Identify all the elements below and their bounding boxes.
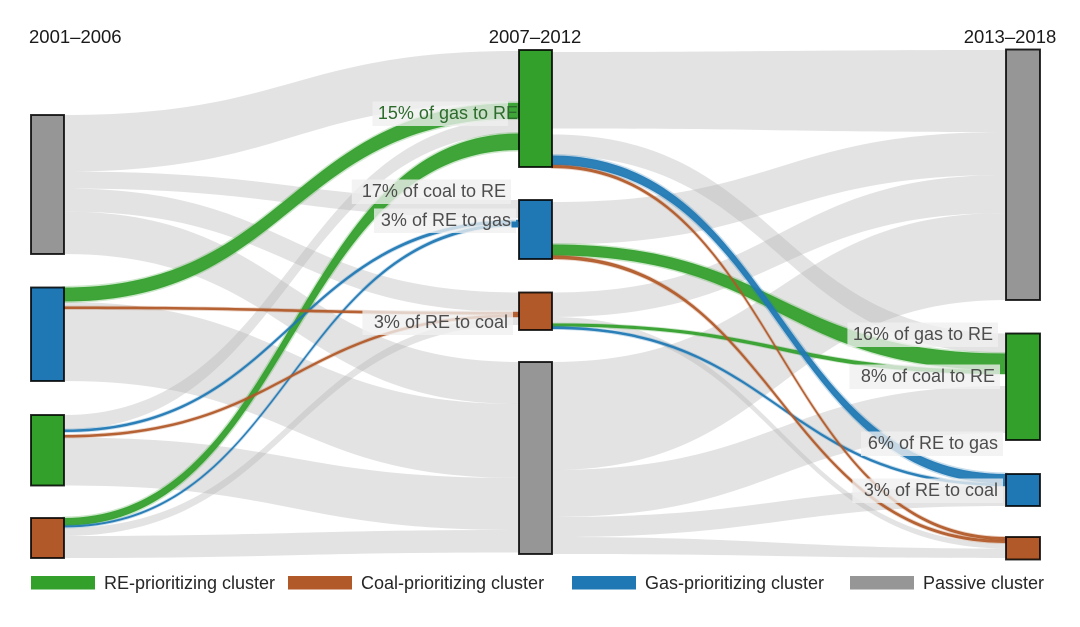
svg-text:Coal-prioritizing cluster: Coal-prioritizing cluster [361,573,544,593]
svg-text:Gas-prioritizing cluster: Gas-prioritizing cluster [645,573,824,593]
svg-text:8% of coal to RE: 8% of coal to RE [861,366,995,386]
svg-text:Passive cluster: Passive cluster [923,573,1044,593]
svg-text:6% of RE to gas: 6% of RE to gas [868,433,998,453]
svg-text:3% of RE to coal: 3% of RE to coal [374,312,508,332]
svg-text:3% of RE to coal: 3% of RE to coal [864,480,998,500]
svg-text:RE-prioritizing cluster: RE-prioritizing cluster [104,573,275,593]
svg-text:3% of RE to gas: 3% of RE to gas [381,210,511,230]
svg-text:16% of gas to RE: 16% of gas to RE [853,324,993,344]
svg-text:15% of gas to RE: 15% of gas to RE [378,103,518,123]
svg-text:2007–2012: 2007–2012 [489,26,582,47]
svg-text:2001–2006: 2001–2006 [29,26,122,47]
svg-text:2013–2018: 2013–2018 [964,26,1057,47]
svg-text:17% of coal to RE: 17% of coal to RE [362,181,506,201]
